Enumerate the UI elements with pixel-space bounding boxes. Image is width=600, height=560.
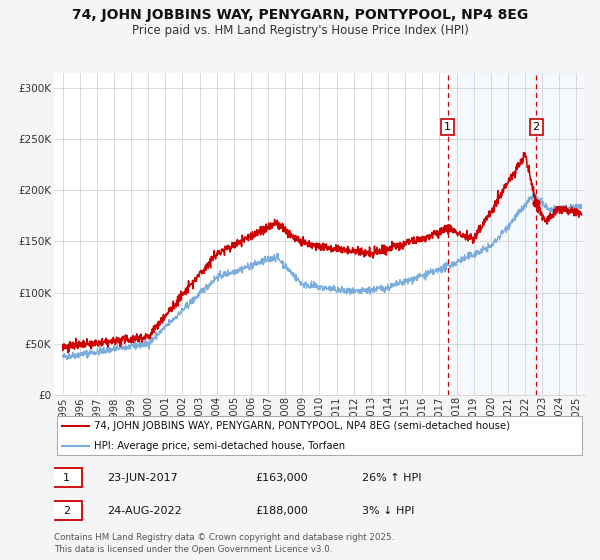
- Text: 2: 2: [533, 122, 540, 132]
- Text: 23-JUN-2017: 23-JUN-2017: [107, 473, 178, 483]
- Text: 3% ↓ HPI: 3% ↓ HPI: [362, 506, 415, 516]
- Text: 1: 1: [444, 122, 451, 132]
- Text: 1: 1: [63, 473, 70, 483]
- FancyBboxPatch shape: [56, 416, 583, 455]
- FancyBboxPatch shape: [52, 501, 82, 520]
- Text: 24-AUG-2022: 24-AUG-2022: [107, 506, 182, 516]
- Text: 2: 2: [63, 506, 70, 516]
- Text: Contains HM Land Registry data © Crown copyright and database right 2025.
This d: Contains HM Land Registry data © Crown c…: [54, 533, 394, 554]
- Text: 26% ↑ HPI: 26% ↑ HPI: [362, 473, 421, 483]
- Text: 74, JOHN JOBBINS WAY, PENYGARN, PONTYPOOL, NP4 8EG (semi-detached house): 74, JOHN JOBBINS WAY, PENYGARN, PONTYPOO…: [94, 421, 510, 431]
- Bar: [448, 73, 585, 395]
- Text: 74, JOHN JOBBINS WAY, PENYGARN, PONTYPOOL, NP4 8EG: 74, JOHN JOBBINS WAY, PENYGARN, PONTYPOO…: [72, 8, 528, 22]
- Text: Price paid vs. HM Land Registry's House Price Index (HPI): Price paid vs. HM Land Registry's House …: [131, 24, 469, 37]
- FancyBboxPatch shape: [52, 468, 82, 487]
- Text: £188,000: £188,000: [256, 506, 308, 516]
- Text: £163,000: £163,000: [256, 473, 308, 483]
- Text: HPI: Average price, semi-detached house, Torfaen: HPI: Average price, semi-detached house,…: [94, 441, 345, 451]
